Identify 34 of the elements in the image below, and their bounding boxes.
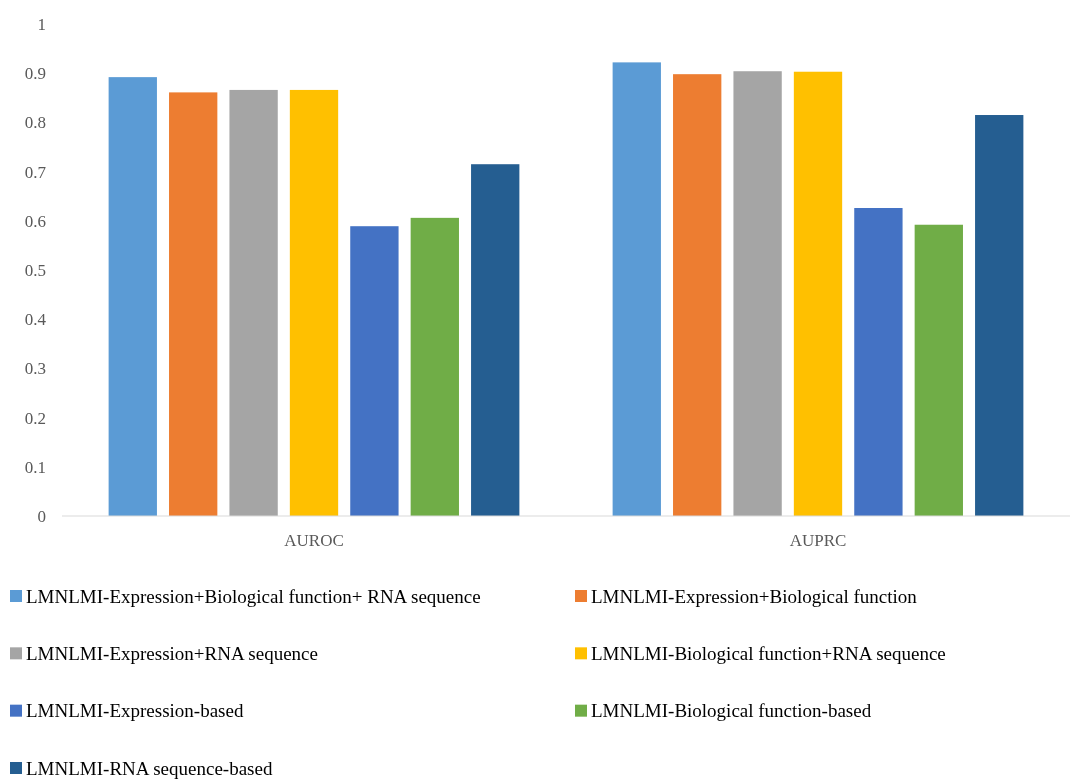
y-tick-label: 0.8 — [24, 113, 46, 133]
bar — [612, 62, 661, 516]
y-tick-label: 0 — [37, 506, 46, 526]
x-tick-label: AUPRC — [789, 531, 847, 550]
y-tick-label: 0.2 — [24, 408, 46, 428]
legend-label: LMNLMI-Expression+RNA sequence — [26, 642, 318, 664]
bar — [108, 77, 157, 516]
legend-label: LMNLMI-Biological function+RNA sequence — [591, 642, 946, 664]
bar — [793, 71, 843, 516]
legend-label: LMNLMI-Biological function-based — [591, 700, 872, 722]
legend-label: LMNLMI-RNA sequence-based — [26, 757, 273, 779]
bar — [975, 115, 1024, 516]
x-tick-label: AUROC — [284, 531, 344, 550]
legend-label: LMNLMI-Expression+Biological function — [591, 585, 918, 607]
y-tick-label: 1 — [37, 14, 46, 34]
y-tick-label: 0.1 — [24, 457, 46, 477]
bar — [733, 71, 782, 516]
y-tick-label: 0.4 — [24, 310, 47, 330]
bar — [673, 74, 722, 516]
bar — [471, 164, 520, 516]
legend-label: LMNLMI-Expression+Biological function+ RNA sequence — [26, 585, 481, 607]
bar — [410, 217, 459, 516]
bar — [229, 89, 278, 516]
y-tick-label: 0.5 — [24, 260, 46, 280]
y-tick-label: 0.7 — [24, 162, 47, 182]
legend-label: LMNLMI-Expression-based — [26, 700, 244, 722]
y-tick-label: 0.9 — [24, 64, 46, 84]
bar — [350, 226, 399, 516]
bar — [854, 208, 903, 516]
bar — [914, 224, 963, 516]
bar — [169, 92, 218, 516]
y-tick-label: 0.3 — [24, 359, 46, 379]
y-tick-label: 0.6 — [24, 211, 46, 231]
bar — [289, 89, 339, 516]
